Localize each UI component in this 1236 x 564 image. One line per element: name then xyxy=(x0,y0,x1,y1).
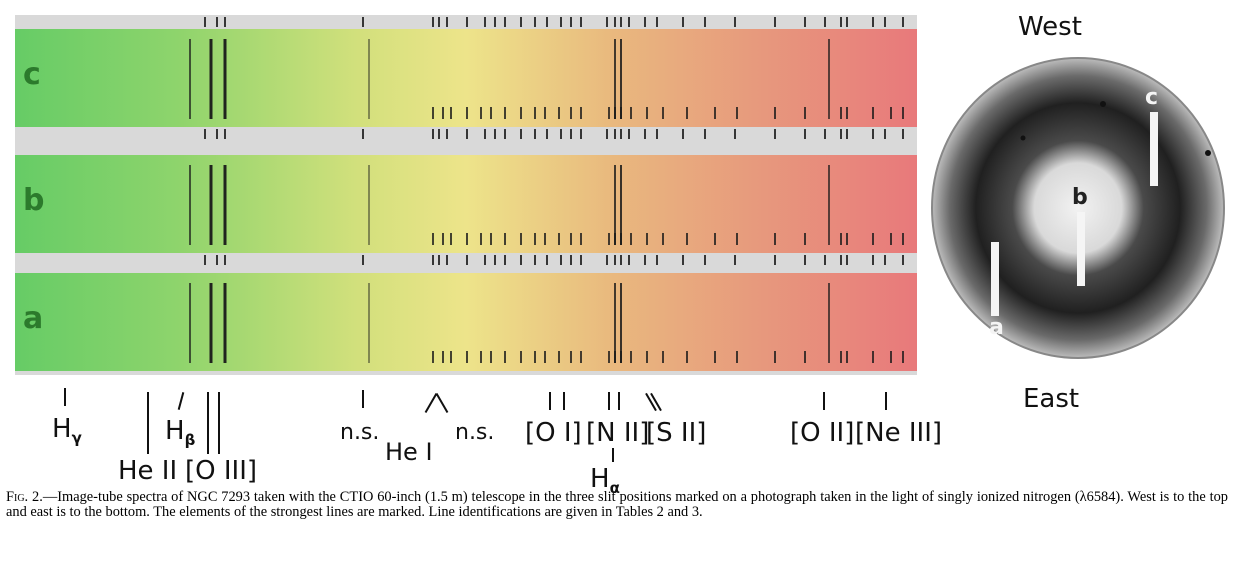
west-label: West xyxy=(1018,12,1082,42)
star-dot xyxy=(1205,150,1211,156)
east-label: East xyxy=(1023,384,1080,414)
tick-mark xyxy=(362,390,364,408)
plate-edge xyxy=(931,57,1225,359)
caption-figure-label: Fig. 2. xyxy=(6,489,43,505)
tick-mark xyxy=(612,448,614,462)
tick-mark xyxy=(147,392,149,454)
label-o-ii: [O II] xyxy=(790,418,855,448)
line-identifications: Hγ He II Hβ [O III] n.s. He I n.s. [O I]… xyxy=(0,380,942,496)
tick-mark xyxy=(608,392,610,410)
label-h-gamma: Hγ xyxy=(52,414,82,448)
slit-b xyxy=(1077,212,1085,286)
tick-mark xyxy=(435,392,449,414)
nebula-photograph: a b c xyxy=(931,57,1225,359)
tick-mark xyxy=(618,392,620,410)
spectra-panel: c b a xyxy=(15,15,917,375)
slit-label-b: b xyxy=(1072,185,1088,210)
tick-mark xyxy=(424,392,438,414)
tick-mark xyxy=(563,392,565,410)
label-o-iii: [O III] xyxy=(185,456,258,486)
figure-caption: Fig. 2.—Image-tube spectra of NGC 7293 t… xyxy=(6,490,1228,520)
tick-mark xyxy=(823,392,825,410)
slit-label-c: c xyxy=(1145,85,1158,110)
strip-label-c: c xyxy=(23,57,41,92)
label-o-i: [O I] xyxy=(525,418,582,448)
label-h-alpha: Hα xyxy=(590,464,620,498)
comparison-strip xyxy=(15,371,917,375)
label-ns-2: n.s. xyxy=(455,420,495,445)
caption-text: —Image-tube spectra of NGC 7293 taken wi… xyxy=(6,489,1229,520)
label-he-i: He I xyxy=(385,438,433,466)
tick-mark xyxy=(549,392,551,410)
slit-c xyxy=(1150,112,1158,186)
strip-label-b: b xyxy=(23,183,45,218)
slit-a xyxy=(991,242,999,316)
spectral-lines xyxy=(189,17,904,363)
label-n-ii: [N II] xyxy=(586,418,650,448)
label-he-ii: He II xyxy=(118,456,178,486)
label-ne-iii: [Ne III] xyxy=(855,418,943,448)
tick-mark xyxy=(64,388,66,406)
strip-label-a: a xyxy=(23,301,44,336)
tick-mark xyxy=(207,392,209,454)
tick-mark xyxy=(177,392,185,410)
star-dot xyxy=(1020,135,1026,141)
label-s-ii: [S II] xyxy=(646,418,707,448)
tick-mark xyxy=(218,392,220,454)
star-dot xyxy=(1100,101,1106,107)
label-h-beta: Hβ xyxy=(165,416,196,450)
tick-mark xyxy=(885,392,887,410)
label-ns-1: n.s. xyxy=(340,420,380,445)
slit-label-a: a xyxy=(989,315,1004,340)
